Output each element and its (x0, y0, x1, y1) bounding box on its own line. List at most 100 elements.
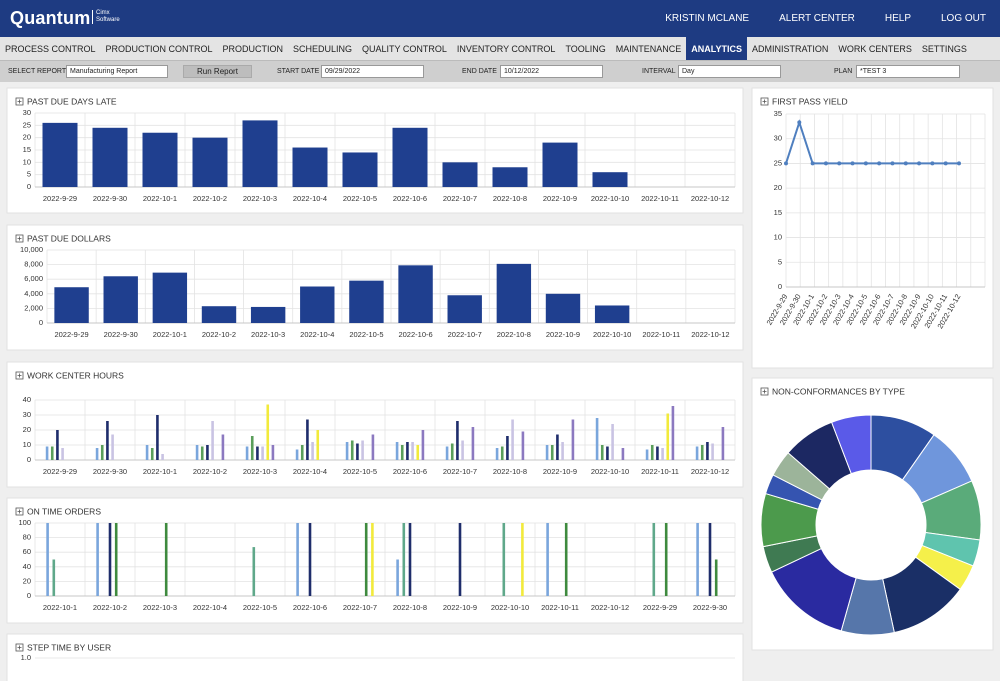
bar (342, 152, 378, 187)
point (917, 161, 922, 166)
nav-item[interactable]: ANALYTICS (686, 37, 747, 60)
logo[interactable]: Quantum (10, 8, 91, 28)
y-tick-label: 6,000 (24, 274, 43, 283)
logo-subtitle: Cimx Software (92, 10, 120, 24)
y-tick-label: 15 (774, 208, 782, 217)
bar (650, 445, 654, 460)
expand-icon (15, 371, 24, 380)
header-link[interactable]: HELP (884, 13, 911, 24)
bar (156, 415, 159, 460)
bar (300, 286, 335, 323)
bar (421, 430, 425, 460)
x-tick-label: 2022-10-7 (443, 467, 477, 476)
y-tick-label: 10 (23, 440, 31, 449)
expand-icon-plus (17, 236, 22, 241)
expand-icon-plus (762, 99, 767, 104)
report-select[interactable]: Manufacturing Report (66, 65, 168, 78)
user-name[interactable]: KRISTIN MCLANE (665, 13, 750, 24)
nav-item[interactable]: TOOLING (565, 43, 606, 54)
bar (195, 445, 199, 460)
y-tick-label: 80 (23, 533, 31, 542)
bar (256, 446, 259, 460)
y-tick-label: 20 (774, 183, 782, 192)
bar (571, 419, 575, 460)
bar (61, 448, 64, 460)
chart-title: PAST DUE DOLLARS (27, 233, 111, 243)
bar (371, 434, 375, 460)
nav-item[interactable]: WORK CENTERS (838, 43, 912, 54)
y-tick-label: 8,000 (24, 260, 43, 269)
bar (442, 162, 478, 187)
bar (496, 263, 532, 323)
y-tick-label: 0 (27, 182, 31, 191)
nav-item[interactable]: PRODUCTION CONTROL (105, 43, 213, 54)
nav-item[interactable]: QUALITY CONTROL (362, 43, 447, 54)
bar (546, 523, 549, 596)
nav-item[interactable]: INVENTORY CONTROL (456, 43, 556, 54)
y-tick-label: 0 (778, 282, 782, 291)
x-tick-label: 2022-10-8 (497, 330, 531, 339)
y-tick-label: 25 (774, 158, 782, 167)
nav-item[interactable]: PRODUCTION (222, 43, 284, 54)
bar (316, 430, 320, 460)
y-tick-label: 10 (23, 157, 31, 166)
header-link[interactable]: ALERT CENTER (779, 13, 855, 24)
bar (245, 446, 249, 460)
y-tick-label: 15 (23, 145, 31, 154)
bar (54, 287, 89, 323)
bar (211, 421, 214, 460)
x-tick-label: 2022-10-3 (143, 603, 177, 612)
start-date-input[interactable]: 09/29/2022 (321, 65, 424, 78)
bar (645, 449, 649, 460)
x-tick-label: 2022-10-5 (343, 194, 377, 203)
run-report-button[interactable]: Run Report (183, 65, 252, 78)
donut-segment (830, 414, 872, 475)
x-tick-label: 2022-10-10 (591, 467, 629, 476)
x-tick-label: 2022-10-6 (393, 194, 427, 203)
plan-input[interactable]: *TEST 3 (856, 65, 960, 78)
bar (95, 448, 99, 460)
y-tick-label: 4,000 (24, 289, 43, 298)
y-tick-label: 25 (23, 120, 31, 129)
bar (350, 440, 354, 460)
bar (461, 440, 464, 460)
point (784, 161, 788, 166)
y-tick-label: 20 (23, 425, 31, 434)
bar (595, 418, 599, 460)
header-link[interactable]: LOG OUT (940, 13, 986, 24)
x-tick-label: 2022-10-6 (293, 603, 327, 612)
bar (50, 446, 54, 460)
expand-icon (15, 97, 24, 106)
x-tick-label: 2022-10-10 (593, 330, 631, 339)
x-tick-label: 2022-10-2 (93, 603, 127, 612)
bar (564, 523, 568, 596)
expand-icon (760, 387, 769, 396)
x-tick-label: 2022-9-29 (43, 194, 77, 203)
x-tick-label: 2022-10-5 (243, 603, 277, 612)
nav-item[interactable]: ADMINISTRATION (751, 43, 829, 54)
x-tick-label: 2022-9-30 (93, 467, 127, 476)
y-tick-label: 10,000 (20, 245, 43, 254)
bar (221, 434, 225, 460)
header-links: KRISTIN MCLANE ALERT CENTER HELP LOG OUT (665, 0, 986, 37)
interval-select[interactable]: Day (678, 65, 781, 78)
end-date-input[interactable]: 10/12/2022 (500, 65, 603, 78)
bar (96, 523, 99, 596)
nav-item[interactable]: PROCESS CONTROL (5, 43, 96, 54)
y-tick-label: 100 (18, 518, 31, 527)
x-tick-label: 2022-10-12 (591, 603, 629, 612)
nav-item[interactable]: MAINTENANCE (615, 43, 682, 54)
bar (695, 446, 699, 460)
x-tick-label: 2022-10-9 (443, 603, 477, 612)
x-tick-label: 2022-10-3 (251, 330, 285, 339)
point (877, 161, 882, 166)
bar (295, 449, 299, 460)
x-tick-label: 2022-10-5 (349, 330, 383, 339)
bar (266, 404, 270, 460)
bar (46, 523, 49, 596)
bar (511, 419, 514, 460)
nav-item[interactable]: SETTINGS (921, 43, 967, 54)
x-tick-label: 2022-10-1 (143, 194, 177, 203)
panel (6, 361, 744, 488)
nav-item[interactable]: SCHEDULING (293, 43, 353, 54)
